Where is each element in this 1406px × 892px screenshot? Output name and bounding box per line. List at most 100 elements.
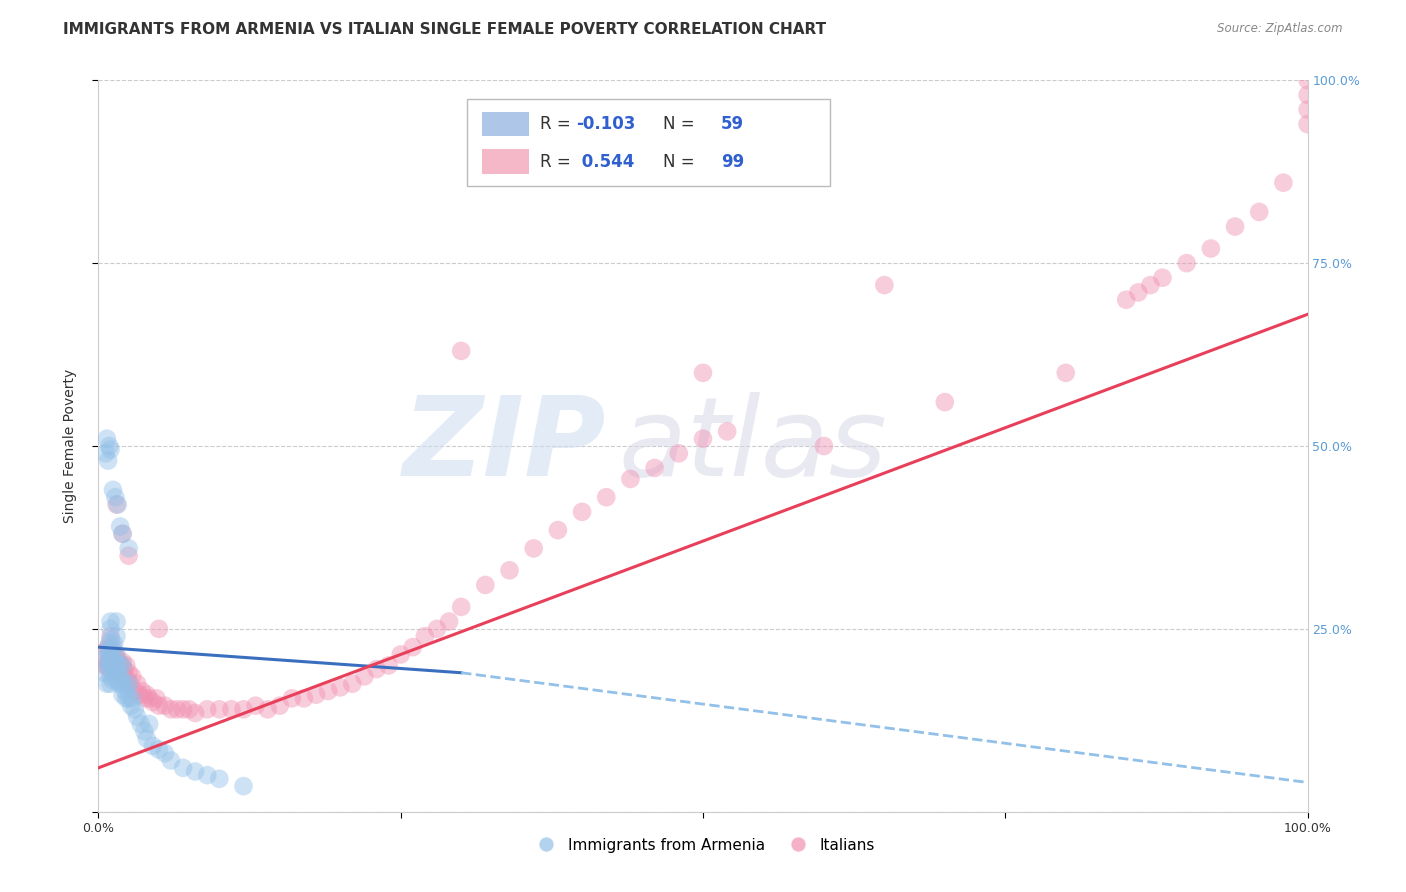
Point [1054, 366, 1077, 380]
Point [121, 691, 143, 706]
Point [100, 644, 122, 658]
FancyBboxPatch shape [482, 112, 529, 136]
Text: R =: R = [540, 115, 576, 133]
Point [107, 498, 129, 512]
Point [101, 483, 124, 497]
Point [111, 688, 134, 702]
Point [118, 549, 141, 563]
Point [148, 622, 170, 636]
Point [232, 779, 254, 793]
Point [1249, 205, 1271, 219]
Text: N =: N = [664, 115, 700, 133]
Point [104, 648, 127, 662]
Point [111, 669, 134, 683]
Point [118, 676, 141, 690]
Point [93, 665, 115, 680]
Point [115, 691, 138, 706]
Point [138, 691, 160, 706]
Point [118, 541, 141, 556]
Point [135, 731, 157, 746]
Text: IMMIGRANTS FROM ARMENIA VS ITALIAN SINGLE FEMALE POVERTY CORRELATION CHART: IMMIGRANTS FROM ARMENIA VS ITALIAN SINGL… [63, 22, 827, 37]
Point [121, 669, 143, 683]
Point [96, 676, 118, 690]
Point [142, 695, 165, 709]
Point [94, 644, 117, 658]
Point [1296, 103, 1319, 117]
Point [97, 640, 120, 655]
Point [135, 688, 157, 702]
Point [221, 702, 243, 716]
Point [131, 684, 153, 698]
Point [105, 615, 128, 629]
Point [108, 658, 131, 673]
Point [305, 688, 328, 702]
Point [571, 505, 593, 519]
Text: 59: 59 [721, 115, 744, 133]
Point [108, 665, 131, 680]
Point [103, 665, 125, 680]
Point [98, 655, 121, 669]
Y-axis label: Single Female Poverty: Single Female Poverty [63, 369, 77, 523]
Text: ZIP: ZIP [402, 392, 606, 500]
Point [329, 681, 352, 695]
Point [117, 681, 139, 695]
Point [110, 658, 132, 673]
Point [692, 432, 714, 446]
Point [1223, 219, 1246, 234]
Point [153, 746, 176, 760]
Point [184, 764, 207, 779]
Point [366, 662, 388, 676]
Point [98, 662, 121, 676]
Point [93, 658, 115, 673]
Point [129, 717, 152, 731]
Point [108, 655, 131, 669]
Point [124, 684, 146, 698]
Point [232, 702, 254, 716]
Point [523, 541, 546, 556]
Point [1272, 176, 1295, 190]
Point [160, 754, 183, 768]
Point [105, 669, 128, 683]
Point [142, 739, 165, 753]
Point [101, 655, 124, 669]
Point [108, 669, 131, 683]
Point [100, 669, 122, 683]
Point [105, 648, 128, 662]
Point [100, 622, 122, 636]
Point [450, 599, 472, 614]
Point [145, 691, 167, 706]
Point [668, 446, 690, 460]
Point [115, 658, 138, 673]
Point [111, 655, 134, 669]
Point [97, 655, 120, 669]
Text: Source: ZipAtlas.com: Source: ZipAtlas.com [1218, 22, 1343, 36]
Point [292, 691, 315, 706]
Point [474, 578, 496, 592]
Point [105, 498, 128, 512]
Point [172, 761, 194, 775]
Point [100, 442, 122, 457]
Point [595, 490, 617, 504]
Point [547, 523, 569, 537]
Point [172, 702, 194, 716]
Point [110, 676, 132, 690]
Point [269, 698, 291, 713]
Point [114, 684, 136, 698]
Point [353, 669, 375, 683]
Point [124, 702, 146, 716]
Point [111, 673, 134, 687]
Point [195, 768, 218, 782]
Point [153, 698, 176, 713]
Point [105, 651, 128, 665]
Point [105, 662, 128, 676]
Point [316, 684, 339, 698]
Point [101, 673, 124, 687]
Point [111, 658, 134, 673]
Point [138, 717, 160, 731]
Point [105, 629, 128, 643]
Point [101, 640, 124, 655]
Point [100, 632, 122, 647]
Point [100, 644, 122, 658]
Point [107, 673, 129, 687]
Point [281, 691, 304, 706]
